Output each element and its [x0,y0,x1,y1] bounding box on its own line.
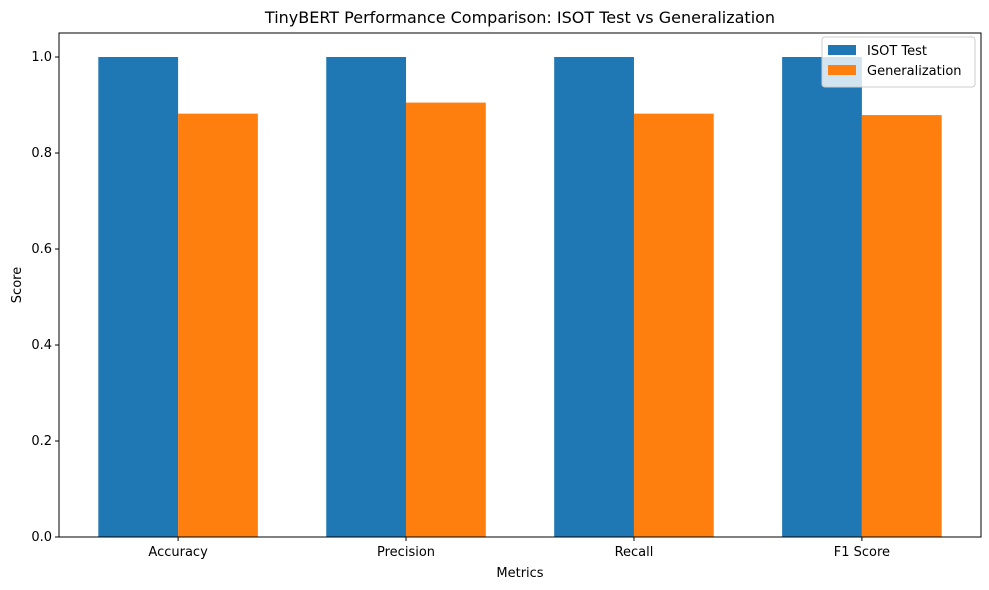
x-axis: Accuracy Precision Recall F1 Score [148,537,890,560]
y-axis: 0.0 0.2 0.4 0.6 0.8 1.0 [31,50,59,545]
bars-group [98,57,942,537]
legend-label: ISOT Test [867,44,927,59]
x-tick-label: Accuracy [148,545,208,560]
bar-generalization-accuracy [178,113,258,537]
legend: ISOT Test Generalization [821,36,976,88]
y-tick-label: 0.4 [31,338,52,353]
x-tick-label: Recall [615,545,654,560]
legend-swatch [828,45,856,55]
y-tick-label: 0.0 [31,530,52,545]
y-axis-label: Score [10,267,25,303]
bar-isot-test-precision [326,57,407,537]
y-tick-label: 0.2 [31,434,52,449]
bar-isot-test-recall [554,57,634,537]
legend-label: Generalization [867,64,962,79]
x-axis-label: Metrics [496,566,543,581]
legend-swatch [828,65,856,75]
x-tick-label: F1 Score [834,545,890,560]
x-tick-label: Precision [377,545,435,560]
y-tick-label: 0.6 [31,242,52,257]
bar-isot-test-accuracy [98,57,179,537]
y-tick-label: 0.8 [31,146,52,161]
bar-generalization-f1-score [861,115,942,537]
bar-isot-test-f1-score [782,57,862,537]
legend-box [821,36,976,88]
plot-area-frame [58,32,982,538]
y-tick-label: 1.0 [31,50,52,65]
chart-title: TinyBERT Performance Comparison: ISOT Te… [264,8,775,27]
bar-generalization-recall [633,113,714,537]
bar-generalization-precision [406,102,486,537]
